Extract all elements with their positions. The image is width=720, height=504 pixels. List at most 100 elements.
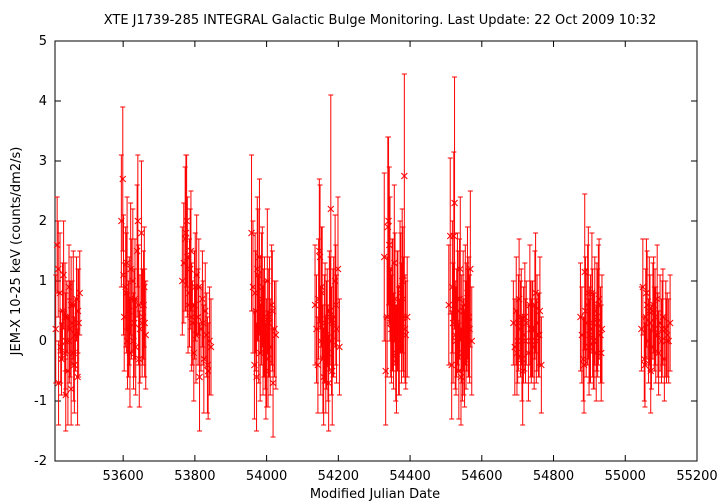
data-series bbox=[52, 73, 674, 438]
data-point bbox=[327, 94, 335, 324]
x-marker bbox=[138, 319, 146, 327]
y-tick-label: -2 bbox=[34, 454, 47, 469]
data-point bbox=[57, 310, 65, 384]
data-point bbox=[536, 256, 544, 366]
x-marker bbox=[199, 295, 206, 303]
data-point bbox=[387, 268, 395, 378]
data-point bbox=[666, 274, 674, 372]
x-marker bbox=[654, 331, 662, 339]
x-marker bbox=[319, 355, 327, 363]
x-marker bbox=[67, 301, 75, 309]
data-point bbox=[260, 268, 268, 378]
x-marker bbox=[62, 391, 70, 399]
x-marker bbox=[590, 337, 598, 345]
x-marker bbox=[52, 325, 60, 333]
x-marker bbox=[394, 307, 402, 315]
x-marker bbox=[316, 253, 324, 261]
x-marker bbox=[134, 217, 142, 225]
x-marker bbox=[272, 331, 280, 339]
x-marker bbox=[388, 301, 396, 309]
data-point bbox=[207, 298, 215, 396]
x-marker bbox=[130, 337, 137, 345]
x-marker bbox=[141, 319, 149, 327]
x-marker bbox=[385, 241, 393, 249]
data-point bbox=[453, 268, 461, 378]
x-marker bbox=[650, 325, 658, 333]
data-point bbox=[663, 292, 671, 378]
data-point bbox=[62, 358, 70, 432]
x-marker bbox=[650, 301, 657, 309]
x-marker bbox=[527, 337, 535, 345]
x-marker bbox=[124, 337, 131, 345]
data-point bbox=[257, 256, 265, 354]
data-point bbox=[326, 256, 334, 366]
x-marker bbox=[663, 331, 671, 339]
data-point bbox=[188, 262, 196, 372]
x-marker bbox=[192, 331, 200, 339]
x-marker bbox=[666, 319, 674, 327]
data-point bbox=[643, 238, 650, 348]
data-point bbox=[336, 298, 343, 396]
x-marker bbox=[204, 361, 211, 369]
data-point bbox=[320, 274, 328, 384]
x-marker bbox=[586, 331, 594, 339]
data-point bbox=[589, 268, 596, 378]
x-marker bbox=[658, 337, 665, 345]
x-marker bbox=[451, 199, 458, 207]
x-marker bbox=[398, 277, 406, 285]
data-point bbox=[650, 286, 658, 372]
x-marker bbox=[138, 229, 145, 237]
data-point bbox=[457, 328, 465, 426]
data-point bbox=[138, 160, 145, 306]
x-marker bbox=[135, 355, 143, 363]
x-marker bbox=[182, 229, 190, 237]
x-marker bbox=[584, 289, 592, 297]
x-tick-label: 55200 bbox=[676, 469, 717, 484]
x-marker bbox=[642, 313, 650, 321]
data-point bbox=[595, 244, 602, 366]
data-point bbox=[590, 292, 598, 390]
data-point bbox=[466, 274, 473, 384]
x-marker bbox=[522, 337, 529, 345]
data-point bbox=[269, 328, 277, 438]
x-marker bbox=[328, 337, 335, 345]
x-marker bbox=[61, 313, 69, 321]
x-marker bbox=[204, 367, 212, 375]
x-marker bbox=[67, 385, 75, 393]
data-point bbox=[199, 280, 207, 366]
data-point bbox=[67, 256, 75, 354]
x-marker bbox=[400, 313, 407, 321]
data-point bbox=[333, 274, 340, 384]
data-point bbox=[272, 280, 280, 390]
data-point bbox=[266, 256, 273, 378]
x-marker bbox=[456, 295, 463, 303]
data-point bbox=[61, 262, 69, 372]
x-marker bbox=[203, 331, 211, 339]
x-tick-label: 53600 bbox=[102, 469, 143, 484]
data-point bbox=[640, 316, 648, 402]
data-point bbox=[182, 154, 190, 312]
x-marker bbox=[639, 283, 647, 291]
data-point bbox=[254, 208, 262, 342]
x-marker bbox=[326, 307, 334, 315]
x-axis-ticks: 53600 53800 54000 54200 54400 54600 54800 55000… bbox=[102, 41, 718, 484]
x-marker bbox=[382, 367, 390, 375]
x-marker bbox=[380, 253, 388, 261]
data-point bbox=[126, 298, 134, 408]
data-point bbox=[597, 304, 605, 402]
x-marker bbox=[647, 367, 655, 375]
data-point bbox=[519, 316, 527, 426]
x-marker bbox=[531, 301, 539, 309]
x-tick-label: 54400 bbox=[389, 469, 430, 484]
x-marker bbox=[513, 349, 521, 357]
y-tick-label: -1 bbox=[34, 394, 47, 409]
data-point bbox=[532, 298, 540, 384]
data-point bbox=[391, 232, 399, 366]
data-point bbox=[585, 298, 593, 396]
x-marker bbox=[195, 283, 203, 291]
data-point bbox=[593, 262, 601, 372]
data-point bbox=[515, 274, 522, 372]
y-tick-label: 0 bbox=[39, 334, 47, 349]
data-point bbox=[527, 298, 535, 384]
